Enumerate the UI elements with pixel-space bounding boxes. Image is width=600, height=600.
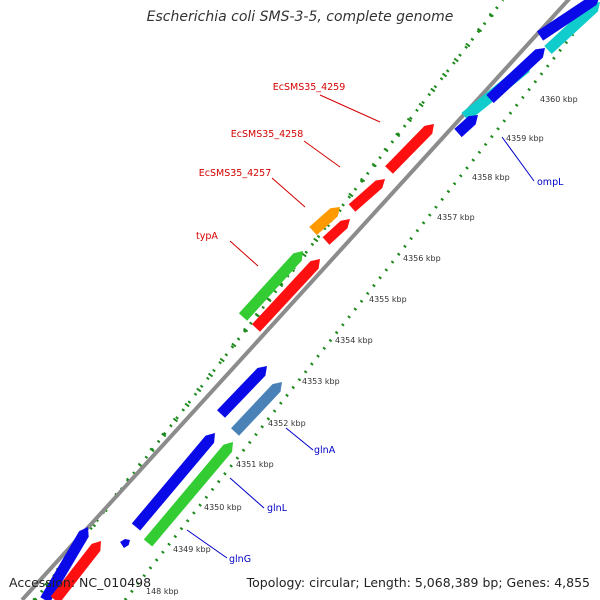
feature-blue-8	[40, 527, 89, 600]
genome-backbone	[20, 0, 571, 600]
dotted-tick	[418, 102, 424, 108]
leader-ecsms35_4258	[303, 140, 341, 168]
tick-label-4350-kbp: 4350 kbp	[204, 503, 242, 512]
feature-green-typA	[238, 251, 303, 321]
dotted-tick	[231, 342, 237, 348]
tick-label-4354-kbp: 4354 kbp	[335, 336, 373, 345]
gene-label-ecsms35_4259: EcSMS35_4259	[273, 82, 346, 93]
gene-label-ompl: ompL	[537, 177, 564, 188]
leader-ompl	[501, 136, 535, 182]
leader-ecsms35_4259	[319, 94, 381, 123]
dotted-tick	[371, 162, 377, 168]
dotted-tick	[184, 402, 190, 408]
genome-summary: Topology: circular; Length: 5,068,389 bp…	[246, 575, 590, 590]
feature-orange-1	[309, 207, 340, 236]
leader-glng	[186, 529, 228, 559]
dotted-tick	[149, 447, 155, 453]
dotted-tick	[395, 132, 401, 138]
tick-label-4351-kbp: 4351 kbp	[236, 460, 274, 469]
tick-label-4349-kbp: 4349 kbp	[173, 545, 211, 554]
dotted-tick	[488, 12, 494, 18]
feature-blue-9	[120, 539, 130, 548]
dotted-tick	[348, 192, 354, 198]
dotted-tick	[477, 27, 483, 33]
gene-features	[40, 0, 600, 600]
dotted-tick	[360, 177, 366, 183]
gene-label-ecsms35_4257: EcSMS35_4257	[199, 168, 272, 179]
tick-label-4356-kbp: 4356 kbp	[403, 254, 441, 263]
gene-label-typa: typA	[196, 231, 218, 242]
tick-label-4357-kbp: 4357 kbp	[437, 213, 475, 222]
feature-green-glnL	[143, 442, 233, 547]
gene-labels: EcSMS35_4259 EcSMS35_4258 EcSMS35_4257 typA…	[196, 82, 564, 565]
tick-label-4358-kbp: 4358 kbp	[472, 173, 510, 182]
leader-glnl	[229, 477, 265, 509]
position-ticks: 148 kbp 4349 kbp 4350 kbp 4351 kbp 4352 kbp 4…	[146, 95, 578, 596]
dotted-tick	[430, 87, 436, 93]
tick-label-148-kbp: 148 kbp	[146, 587, 179, 596]
accession-label: Accession: NC_010498	[9, 575, 152, 590]
tick-label-4353-kbp: 4353 kbp	[302, 377, 340, 386]
dotted-tick	[32, 597, 37, 600]
leader-typa	[229, 240, 259, 267]
dotted-tick	[161, 432, 167, 438]
dotted-tick	[219, 357, 225, 363]
dotted-tick	[465, 42, 471, 48]
gene-label-ecsms35_4258: EcSMS35_4258	[231, 129, 304, 140]
feature-blue-3	[536, 0, 599, 41]
dotted-tick	[243, 327, 249, 333]
tick-label-4355-kbp: 4355 kbp	[369, 295, 407, 304]
feature-red-4	[252, 259, 320, 332]
leader-glna	[285, 427, 314, 451]
gene-label-glnl: glnL	[267, 503, 288, 514]
dotted-tick	[207, 372, 214, 378]
feature-blue-7	[131, 433, 215, 531]
dotted-tick	[196, 387, 202, 393]
dotted-tick	[383, 147, 389, 153]
feature-blue-2	[486, 48, 545, 103]
feature-red-2	[348, 179, 385, 212]
tick-label-4360-kbp: 4360 kbp	[540, 95, 578, 104]
feature-red-3	[322, 219, 350, 245]
dotted-tick	[313, 237, 319, 243]
feature-red-1	[385, 124, 434, 174]
backbone-line	[20, 0, 571, 600]
feature-blue-5	[217, 366, 267, 418]
leader-ecsms35_4257	[271, 177, 306, 208]
feature-cyan-2	[544, 2, 600, 54]
dotted-tick	[441, 72, 448, 78]
dotted-tick	[301, 252, 307, 258]
dotted-tick	[453, 57, 459, 63]
label-leaders	[186, 94, 535, 559]
dotted-tick	[406, 117, 412, 123]
dotted-tick	[266, 297, 272, 303]
gene-label-glna: glnA	[314, 445, 336, 456]
feature-blue-4	[585, 0, 593, 3]
map-title: Escherichia coli SMS-3-5, complete genom…	[146, 9, 454, 25]
dotted-tick	[254, 312, 260, 318]
dotted-guide-line-2	[123, 0, 600, 600]
feature-blue-1	[454, 115, 478, 138]
feature-red-5	[50, 541, 101, 600]
tick-label-4352-kbp: 4352 kbp	[268, 419, 306, 428]
feature-steelblue-glnA	[231, 382, 282, 436]
dotted-tick	[172, 417, 178, 423]
gene-label-glng: glnG	[229, 554, 251, 565]
tick-label-4359-kbp: 4359 kbp	[506, 134, 544, 143]
